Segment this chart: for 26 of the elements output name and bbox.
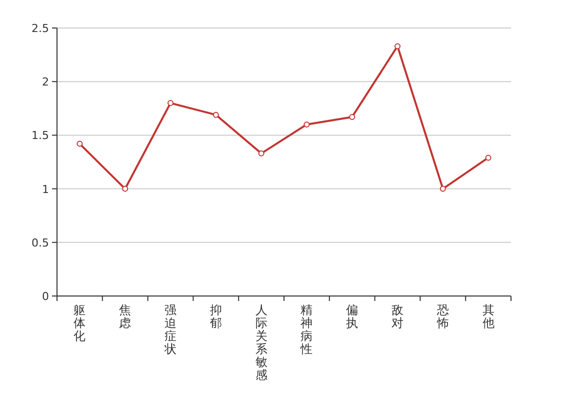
point [349,114,356,120]
y-tick-label: 2 [42,76,49,89]
point [440,186,446,192]
x-tick-label: 焦虑 [119,303,132,330]
x-tick-label: 躯体化 [74,303,86,343]
y-tick-label: 1.5 [32,129,49,142]
x-tick-label: 其他 [482,303,494,330]
x-tick-label: 人际关系敏感 [255,303,268,382]
y-tick-label: 0 [42,290,49,303]
x-tick-label: 抑郁 [210,303,222,330]
point [394,43,400,50]
y-tick-label: 0.5 [32,236,49,250]
x-tick-label: 精神病性 [300,303,313,356]
x-tick-label: 敌对 [392,303,404,330]
point [76,140,83,147]
point [485,154,492,161]
point [122,186,128,192]
y-tick-label: 1 [42,182,49,196]
point [212,112,219,118]
x-tick-label: 偏执 [346,303,358,330]
point [304,121,310,128]
point [168,100,174,106]
point [258,150,264,156]
y-tick-label: 2.5 [32,22,49,35]
x-tick-label: 恐怖 [436,303,449,330]
x-tick-label: 强迫症状 [164,303,176,356]
